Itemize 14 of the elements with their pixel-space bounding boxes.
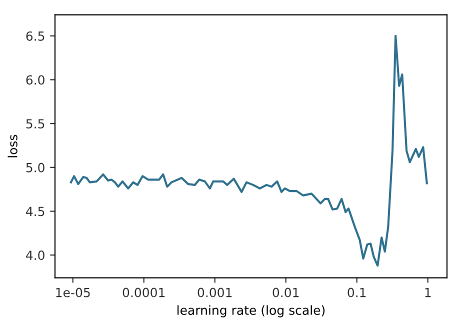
y-tick-label: 5.0 [26, 162, 44, 172]
x-tick-label: 0.001 [198, 288, 232, 298]
y-tick-label: 5.5 [26, 119, 44, 128]
x-tick-label: 1 [425, 288, 431, 298]
y-tick-label: 6.0 [26, 75, 44, 85]
x-tick-label: 0.1 [348, 288, 366, 298]
x-tick-label: 0.01 [272, 288, 299, 298]
x-tick-label: 0.0001 [122, 288, 165, 298]
y-axis-title: loss [8, 134, 18, 158]
y-tick-label: 6.5 [26, 31, 44, 41]
x-tick-label: 1e-05 [56, 288, 90, 298]
y-tick-label: 4.5 [26, 206, 44, 216]
y-tick-label: 4.0 [26, 250, 44, 260]
x-axis-title: learning rate (log scale) [178, 305, 325, 318]
